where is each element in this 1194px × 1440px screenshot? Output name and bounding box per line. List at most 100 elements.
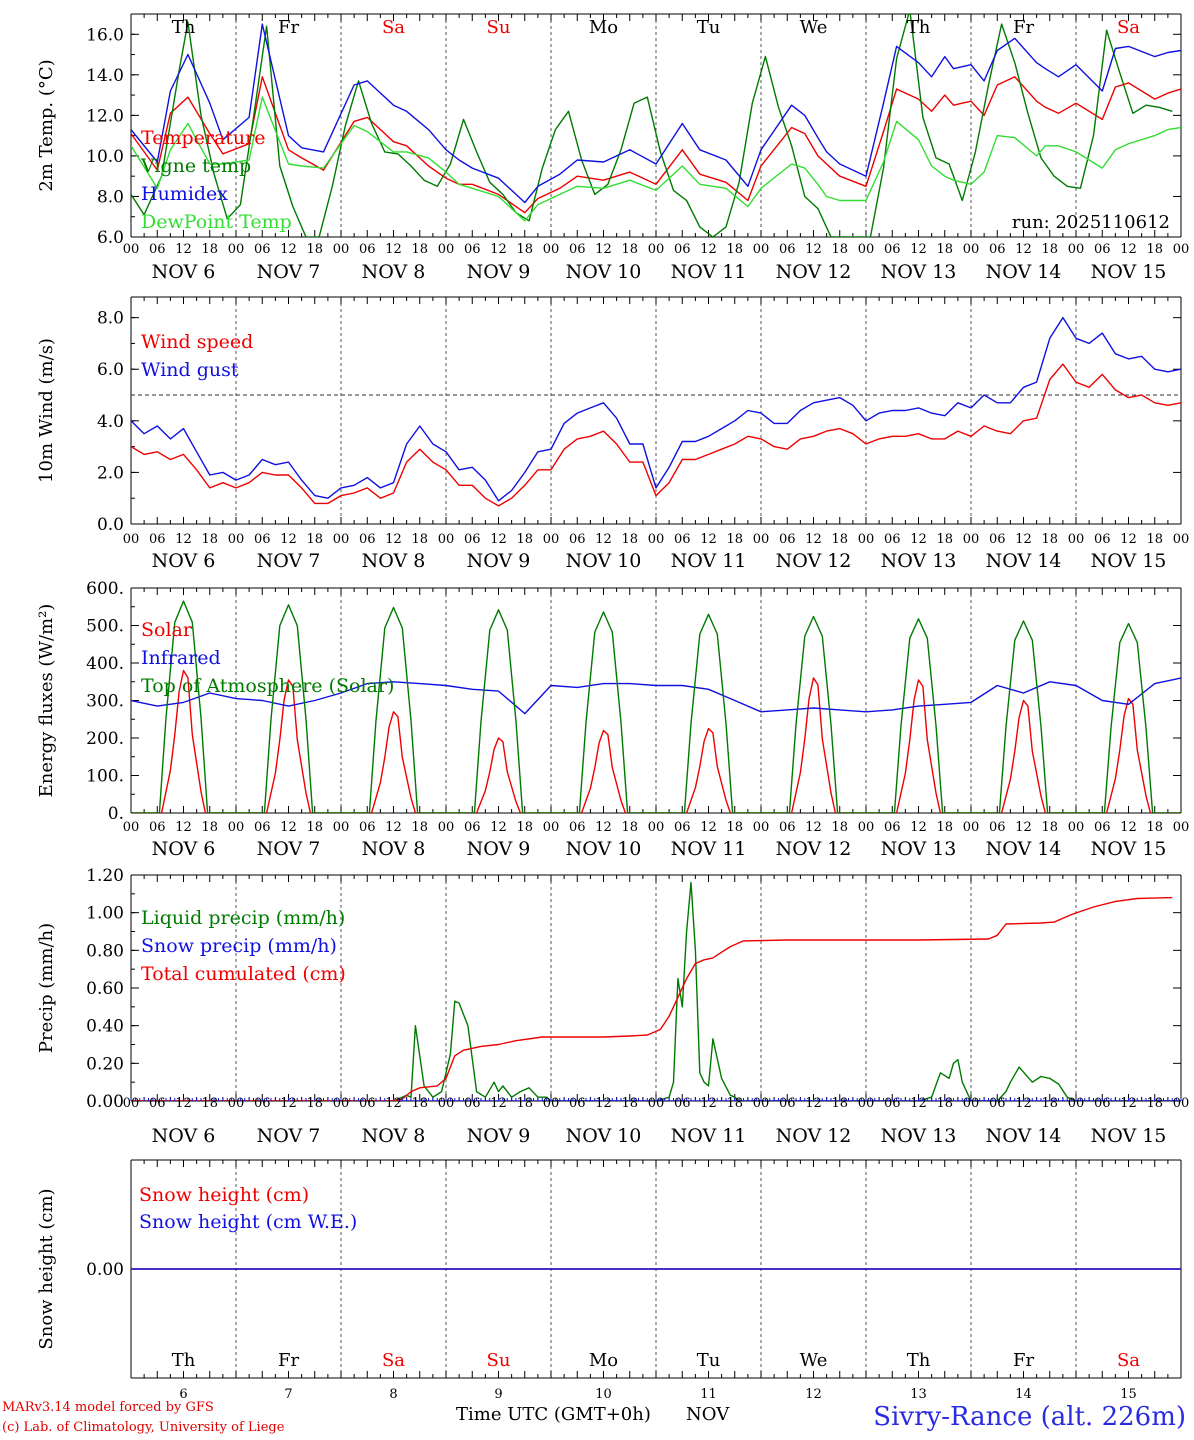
hour-tick-label: 18: [621, 820, 638, 835]
y-tick-label: 1.00: [86, 904, 124, 924]
hour-tick-label: 00: [648, 1096, 665, 1111]
hour-tick-label: 12: [1120, 242, 1137, 257]
y-axis-label: Precip (mm/h): [36, 923, 57, 1053]
y-tick-label: 0.0: [97, 515, 124, 535]
hour-tick-label: 00: [438, 820, 455, 835]
day-label: NOV 9: [467, 1125, 531, 1147]
series-liquid-precip-mm-h: [131, 881, 1181, 1101]
lab-credit: (c) Lab. of Climatology, University of L…: [2, 1420, 285, 1435]
weekday-label: Sa: [382, 17, 405, 38]
hour-tick-label: 18: [201, 820, 218, 835]
hour-tick-label: 18: [936, 532, 953, 547]
hour-tick-label: 06: [149, 820, 166, 835]
hour-tick-label: 00: [228, 820, 245, 835]
day-label: NOV 7: [257, 838, 321, 860]
hour-tick-label: 12: [910, 820, 927, 835]
y-tick-label: 500.: [86, 617, 124, 637]
hour-tick-label: 12: [910, 532, 927, 547]
legend-liquid-precip-mm-h: Liquid precip (mm/h): [141, 907, 345, 929]
hour-tick-label: 12: [595, 242, 612, 257]
hour-tick-label: 18: [411, 820, 428, 835]
hour-tick-label: 12: [910, 1096, 927, 1111]
y-tick-label: 0.00: [86, 1092, 124, 1112]
hour-tick-label: 06: [884, 820, 901, 835]
day-label: NOV 9: [467, 550, 531, 572]
day-label: NOV 9: [467, 261, 531, 283]
station-title: Sivry-Rance (alt. 226m): [873, 1402, 1186, 1432]
hour-tick-label: 00: [123, 1096, 140, 1111]
hour-tick-label: 12: [700, 242, 717, 257]
hour-tick-label: 12: [700, 1096, 717, 1111]
hour-tick-label: 06: [359, 532, 376, 547]
legend-top-of-atmosphere-solar: Top of Atmosphere (Solar): [141, 675, 394, 697]
hour-tick-label: 12: [1015, 532, 1032, 547]
day-label: NOV 6: [152, 550, 216, 572]
hour-tick-label: 06: [674, 1096, 691, 1111]
hour-tick-label: 00: [1068, 1096, 1085, 1111]
day-label: NOV 12: [776, 838, 852, 860]
y-tick-label: 0.80: [86, 941, 124, 961]
legend-temperature: Temperature: [141, 127, 265, 149]
hour-tick-label: 18: [1146, 1096, 1163, 1111]
hour-tick-label: 18: [306, 820, 323, 835]
hour-tick-label: 12: [385, 1096, 402, 1111]
hour-tick-label: 00: [648, 242, 665, 257]
hour-tick-label: 00: [228, 242, 245, 257]
series-vigne-temp: [131, 14, 1173, 237]
hour-tick-label: 00: [123, 532, 140, 547]
y-tick-label: 0.: [108, 804, 124, 824]
hour-tick-label: 18: [831, 532, 848, 547]
hour-tick-label: 18: [831, 1096, 848, 1111]
legend-infrared: Infrared: [141, 647, 221, 669]
hour-tick-label: 00: [1173, 242, 1190, 257]
hour-tick-label: 06: [1094, 242, 1111, 257]
hour-tick-label: 06: [359, 820, 376, 835]
hour-tick-label: 06: [359, 242, 376, 257]
hour-tick-label: 00: [753, 532, 770, 547]
series-group: [131, 881, 1181, 1101]
hour-tick-label: 00: [543, 820, 560, 835]
hour-tick-label: 18: [831, 242, 848, 257]
legend-wind-speed: Wind speed: [141, 331, 253, 353]
hour-tick-label: 12: [280, 242, 297, 257]
day-label: NOV 11: [671, 1125, 747, 1147]
day-label: NOV 12: [776, 261, 852, 283]
hour-tick-label: 18: [726, 820, 743, 835]
hour-tick-label: 06: [779, 820, 796, 835]
hour-tick-label: 06: [569, 242, 586, 257]
y-tick-label: 300.: [86, 692, 124, 712]
y-tick-label: 10.0: [86, 147, 124, 167]
day-label: NOV 15: [1091, 550, 1167, 572]
legend-dewpoint-temp: DewPoint Temp: [141, 211, 292, 233]
hour-tick-label: 06: [254, 1096, 271, 1111]
day-label: NOV 13: [881, 838, 957, 860]
hour-tick-label: 06: [1094, 820, 1111, 835]
day-label: NOV 10: [566, 838, 642, 860]
day-number-label: 6: [179, 1387, 187, 1402]
hour-tick-label: 06: [254, 820, 271, 835]
hour-tick-label: 18: [831, 820, 848, 835]
hour-tick-label: 06: [1094, 1096, 1111, 1111]
day-label: NOV 11: [671, 550, 747, 572]
weekday-label: Fr: [278, 17, 299, 38]
hour-tick-label: 06: [569, 1096, 586, 1111]
hour-tick-label: 00: [543, 242, 560, 257]
day-label: NOV 11: [671, 838, 747, 860]
hour-tick-label: 06: [464, 242, 481, 257]
hour-tick-label: 18: [621, 532, 638, 547]
hour-tick-label: 18: [936, 820, 953, 835]
hour-tick-label: 18: [1041, 532, 1058, 547]
day-number-label: 8: [389, 1387, 397, 1402]
hour-tick-label: 06: [149, 1096, 166, 1111]
weekday-label: Fr: [278, 1350, 299, 1371]
hour-tick-label: 12: [280, 532, 297, 547]
day-label: NOV 8: [362, 1125, 426, 1147]
day-number-label: 14: [1015, 1387, 1032, 1402]
hour-tick-label: 00: [1068, 242, 1085, 257]
weekday-label: Th: [907, 17, 931, 38]
hour-tick-label: 18: [411, 1096, 428, 1111]
hour-tick-label: 06: [674, 242, 691, 257]
hour-tick-label: 06: [254, 242, 271, 257]
hour-tick-label: 00: [858, 1096, 875, 1111]
day-label: NOV 14: [986, 1125, 1062, 1147]
